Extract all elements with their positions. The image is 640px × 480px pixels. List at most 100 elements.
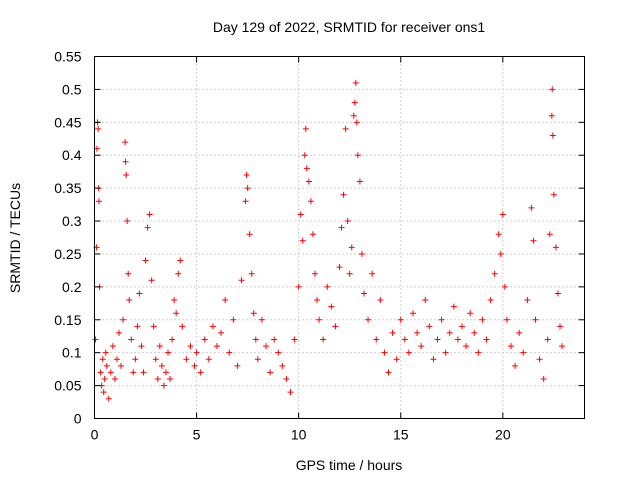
data-point bbox=[122, 139, 129, 146]
y-tick-label: 0.25 bbox=[54, 246, 81, 262]
data-point bbox=[234, 362, 241, 369]
data-point bbox=[307, 198, 314, 205]
data-point bbox=[140, 369, 147, 376]
data-point bbox=[105, 395, 112, 402]
data-point bbox=[183, 356, 190, 363]
data-point bbox=[446, 329, 453, 336]
data-point bbox=[222, 297, 229, 304]
data-point bbox=[238, 277, 245, 284]
x-tick-label: 20 bbox=[495, 427, 511, 443]
y-tick-label: 0.45 bbox=[54, 114, 81, 130]
data-point bbox=[160, 382, 167, 389]
data-point bbox=[124, 218, 131, 225]
data-point bbox=[148, 277, 155, 284]
data-point bbox=[150, 323, 157, 330]
data-point bbox=[554, 290, 561, 297]
y-tick-label: 0 bbox=[74, 411, 82, 427]
data-point bbox=[442, 349, 449, 356]
data-point bbox=[459, 323, 465, 330]
data-point bbox=[120, 316, 127, 323]
data-point bbox=[549, 132, 556, 139]
data-point bbox=[226, 349, 233, 356]
data-point bbox=[309, 231, 316, 238]
y-axis-label: SRMTID / TECUs bbox=[7, 183, 23, 293]
data-point bbox=[491, 270, 498, 277]
data-point bbox=[463, 343, 470, 350]
data-point bbox=[512, 362, 519, 369]
data-point bbox=[497, 250, 504, 257]
data-point bbox=[358, 250, 365, 257]
data-point bbox=[167, 376, 174, 383]
data-point bbox=[324, 283, 331, 290]
data-point bbox=[369, 270, 376, 277]
y-tick-label: 0.35 bbox=[54, 180, 81, 196]
data-point bbox=[410, 310, 416, 317]
data-point bbox=[113, 356, 120, 363]
data-point bbox=[487, 297, 494, 304]
data-point bbox=[344, 218, 351, 225]
data-point bbox=[154, 376, 161, 383]
data-point bbox=[214, 343, 220, 350]
data-point bbox=[252, 336, 259, 343]
x-axis-label: GPS time / hours bbox=[296, 457, 403, 473]
data-point bbox=[312, 270, 318, 277]
y-tick-label: 0.2 bbox=[62, 279, 82, 295]
data-point bbox=[528, 204, 535, 211]
data-point bbox=[422, 297, 429, 304]
data-point bbox=[97, 369, 104, 376]
data-point bbox=[193, 349, 200, 356]
plot-frame bbox=[94, 56, 585, 419]
data-point bbox=[418, 343, 425, 350]
data-point bbox=[401, 336, 408, 343]
data-point bbox=[250, 310, 257, 317]
data-point bbox=[116, 329, 122, 336]
data-point bbox=[405, 349, 412, 356]
data-point bbox=[332, 323, 339, 330]
data-point bbox=[100, 389, 107, 396]
data-point bbox=[438, 316, 445, 323]
data-point bbox=[287, 389, 294, 396]
data-point bbox=[302, 125, 309, 132]
data-point bbox=[144, 224, 151, 231]
data-point bbox=[434, 336, 441, 343]
data-point bbox=[230, 316, 237, 323]
data-point bbox=[295, 283, 302, 290]
data-point bbox=[99, 356, 106, 363]
data-point bbox=[201, 336, 208, 343]
data-point bbox=[283, 376, 290, 383]
data-point bbox=[297, 211, 304, 218]
data-point bbox=[134, 323, 141, 330]
data-point bbox=[177, 257, 184, 264]
data-point bbox=[267, 369, 274, 376]
data-point bbox=[501, 283, 508, 290]
x-tick-label: 0 bbox=[91, 427, 99, 443]
data-point bbox=[128, 336, 135, 343]
data-point bbox=[377, 297, 384, 304]
data-point bbox=[271, 336, 278, 343]
data-point bbox=[171, 297, 178, 304]
y-tick-label: 0.4 bbox=[62, 147, 82, 163]
data-point bbox=[146, 211, 153, 218]
data-point bbox=[516, 329, 523, 336]
data-point bbox=[314, 297, 321, 304]
data-point bbox=[136, 290, 143, 297]
data-point bbox=[346, 270, 353, 277]
data-point bbox=[524, 297, 531, 304]
data-point bbox=[389, 329, 396, 336]
data-point bbox=[173, 310, 180, 317]
data-point bbox=[111, 376, 118, 383]
data-point bbox=[291, 336, 298, 343]
data-point bbox=[109, 343, 116, 350]
data-point bbox=[393, 356, 400, 363]
data-point bbox=[479, 316, 486, 323]
data-point bbox=[275, 349, 282, 356]
data-point bbox=[342, 125, 349, 132]
data-point bbox=[397, 316, 404, 323]
x-tick-label: 15 bbox=[393, 427, 409, 443]
data-point bbox=[557, 323, 563, 330]
data-point bbox=[467, 310, 474, 317]
data-point bbox=[126, 297, 133, 304]
data-point bbox=[340, 191, 347, 198]
data-point bbox=[373, 336, 380, 343]
data-point bbox=[175, 270, 182, 277]
